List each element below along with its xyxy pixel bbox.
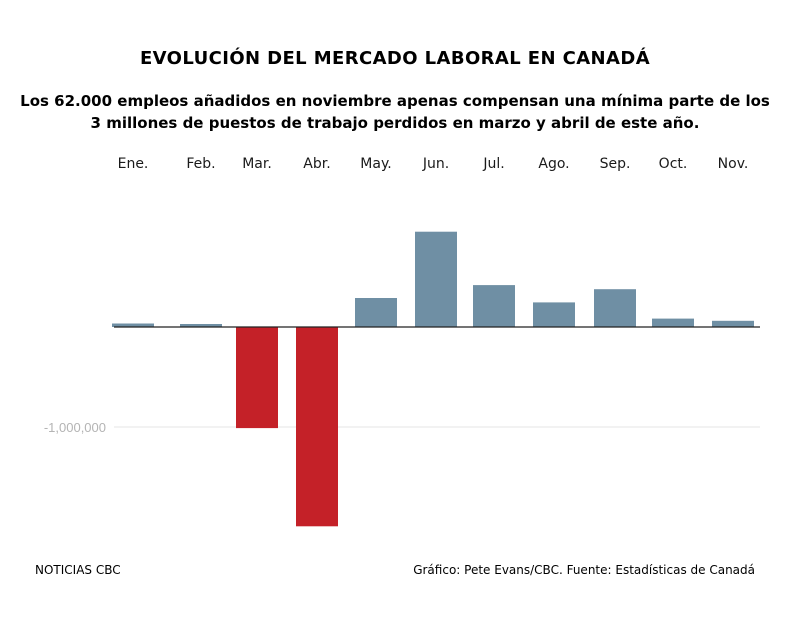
bar-feb [180,324,222,327]
source-label: NOTICIAS CBC [35,563,121,577]
month-label: Ago. [538,156,569,172]
month-label: Jul. [482,156,504,172]
month-label: Mar. [242,156,272,172]
bar-abr [296,327,338,527]
month-label: Nov. [718,156,749,172]
bar-jul [473,285,515,327]
bar-oct [652,318,694,327]
chart-subtitle: Los 62.000 empleos añadidos en noviembre… [20,90,770,134]
bar-ago [533,302,575,327]
month-label: May. [360,156,391,172]
month-label: Oct. [659,156,688,172]
month-label: Abr. [303,156,330,172]
month-label: Ene. [118,156,149,172]
bar-sep [594,289,636,327]
bar-mar [236,327,278,429]
month-label: Feb. [186,156,215,172]
bar-jun [415,231,457,327]
y-tick-label: -1,000,000 [44,420,106,435]
chart-title: EVOLUCIÓN DEL MERCADO LABORAL EN CANADÁ [139,48,651,69]
bar-ene [112,323,154,327]
month-label: Jun. [422,156,449,172]
subtitle-line-1: Los 62.000 empleos añadidos en noviembre… [20,92,770,110]
subtitle-line-2: 3 millones de puestos de trabajo perdido… [90,114,700,132]
month-label: Sep. [600,156,631,172]
bar-may [355,298,397,327]
credit-label: Gráfico: Pete Evans/CBC. Fuente: Estadís… [413,563,755,577]
bar-nov [712,320,754,327]
